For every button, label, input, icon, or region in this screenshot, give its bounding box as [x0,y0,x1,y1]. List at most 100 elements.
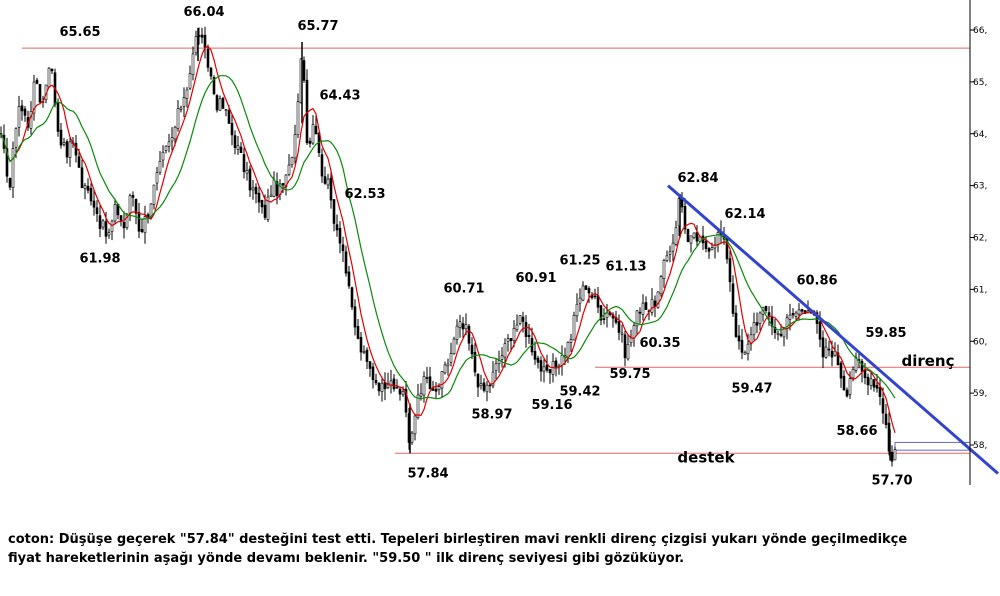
candle [821,330,825,369]
candle [257,185,261,213]
candle [395,379,399,389]
candle [575,293,579,322]
candle [704,236,708,253]
candle [11,141,15,199]
candle [365,347,369,369]
candle [167,133,171,153]
candle [323,166,327,185]
y-tick-label: 59, [973,389,987,399]
candle [155,166,159,191]
candle [137,203,141,239]
price-label: 66.04 [183,5,224,20]
candle [86,178,90,194]
candle [398,386,402,401]
candle [170,127,174,151]
candle [152,184,156,210]
candle [728,250,732,292]
candle [212,75,216,96]
candle [329,169,333,209]
candle [410,430,414,445]
candle [98,205,102,238]
candle [758,311,762,331]
candle [83,183,87,200]
candle [578,288,582,312]
candle [524,315,528,348]
candle [290,156,294,168]
candle [314,115,318,135]
price-label: 59.42 [559,384,600,399]
candle [89,183,93,206]
candle [5,137,9,183]
candle [182,87,186,118]
candle [587,286,591,304]
candle [371,362,375,389]
candle [890,445,894,467]
candle [416,383,420,420]
analysis-caption: coton: Düşüşe geçerek "57.84" desteğini … [8,530,993,568]
candle [161,145,165,168]
candle [617,314,621,341]
price-label: 65.65 [59,25,100,40]
candle [308,137,312,148]
y-tick-label: 60, [973,337,987,347]
candle [752,312,756,341]
candle [755,312,759,334]
candle [356,319,360,340]
candle [569,333,573,353]
candle [485,380,489,402]
candle [203,26,207,59]
candle [68,137,72,167]
candle [23,106,27,122]
candle [881,387,885,424]
candle [794,310,798,321]
candle [659,274,663,297]
candle [122,211,126,239]
candle [326,173,330,190]
price-label: 57.84 [407,466,448,481]
price-label: 64.43 [319,88,360,103]
y-tick-label: 58, [973,441,987,451]
candle [230,114,234,146]
candle [251,179,255,200]
candle [338,221,342,254]
candle [380,378,384,402]
candle [419,383,423,401]
candle [488,383,492,394]
candlesticks [0,26,897,467]
annotations: direnç destek [677,352,954,466]
caption-line-2: fiyat hareketlerinin aşağı yönde devamı … [8,551,685,566]
candle [20,99,24,121]
candle [110,219,114,241]
candle [221,96,225,109]
candle [431,380,435,391]
candle [38,84,42,105]
candle [713,236,717,259]
price-label: 58.97 [471,408,512,423]
candle [710,242,714,251]
candle [662,258,666,288]
price-label: 59.47 [731,382,772,397]
candle [113,198,117,225]
price-label: 60.91 [515,271,556,286]
candle [452,336,456,355]
candle [140,218,144,234]
candle [845,387,849,398]
y-tick-label: 65, [973,78,987,88]
candle [47,67,51,89]
candle [854,352,858,374]
candle [386,372,390,390]
candle [368,361,372,377]
candle [143,205,147,244]
candle [107,228,111,239]
candle [206,44,210,72]
candle [875,374,879,393]
candle [842,370,846,391]
candle [428,366,432,390]
candle [479,374,483,390]
candle [350,286,354,310]
price-label: 59.75 [609,367,650,382]
price-label: 61.25 [559,253,600,268]
candle [764,305,768,314]
candle [656,291,660,309]
candle [566,341,570,364]
